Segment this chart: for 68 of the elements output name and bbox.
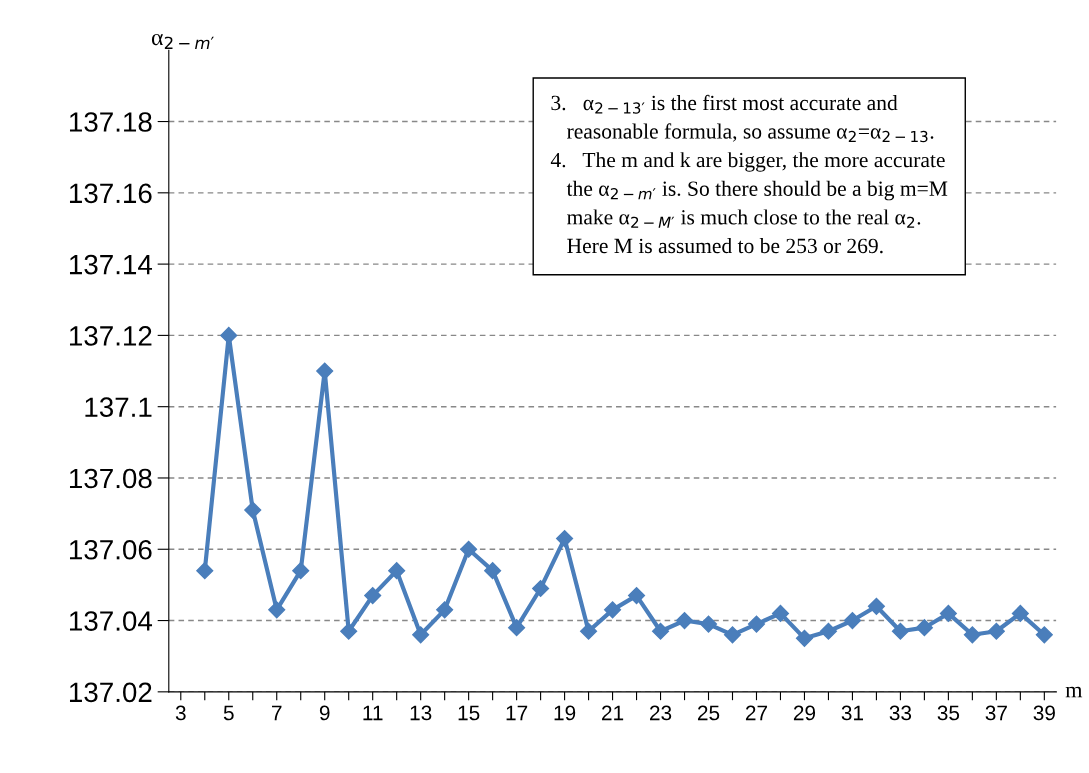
point xyxy=(939,604,957,622)
y-tick-label: 137.16 xyxy=(69,183,152,204)
point xyxy=(388,562,406,580)
x-tick-label: 37 xyxy=(985,705,1007,721)
point xyxy=(675,611,694,630)
y-tick-label: 137.08 xyxy=(69,468,152,489)
point xyxy=(915,619,933,637)
point xyxy=(268,601,286,619)
point xyxy=(412,626,430,644)
x-tick-label: 17 xyxy=(506,705,528,721)
x-tick-label: 25 xyxy=(697,705,720,721)
x-tick-label: 5 xyxy=(223,705,234,721)
x-axis-title: m xyxy=(1065,686,1083,698)
x-tick-label: 11 xyxy=(363,705,383,721)
x-tick-label: 23 xyxy=(650,705,672,721)
point xyxy=(747,615,766,633)
y-tick-label: 137.06 xyxy=(69,539,152,560)
x-tick-label: 21 xyxy=(602,705,624,721)
point xyxy=(196,562,214,580)
x-tick-label: 33 xyxy=(889,705,912,721)
y-tick-label: 137.04 xyxy=(69,611,153,631)
x-tick-label: 19 xyxy=(554,705,576,721)
point xyxy=(316,362,334,380)
point xyxy=(556,530,574,548)
point xyxy=(795,629,814,647)
annotation: 3. α$_{2−13′}$ is the first most accurate and reasonable formula, so assume α$_{2}$=α$_{2−13}$. xyxy=(551,94,934,143)
point xyxy=(843,611,861,630)
point xyxy=(1011,604,1029,622)
point xyxy=(819,622,838,640)
point xyxy=(220,326,238,344)
point xyxy=(580,622,598,640)
x-tick-label: 35 xyxy=(937,705,960,721)
x-tick-label: 7 xyxy=(272,705,282,721)
x-tick-label: 39 xyxy=(1033,705,1055,721)
text: 4. The m and k are bigger, the more accurate the α$_{2−m′}$ is. So there should be a big m=M make α$_{2−M′}$ is much close to the real α$_{2}$. Here M is assumed to be 253 or 269. xyxy=(550,152,948,254)
y-tick-label: 137.1 xyxy=(85,397,152,418)
point xyxy=(699,615,718,633)
x-tick-label: 27 xyxy=(745,705,768,721)
point xyxy=(364,587,382,605)
point xyxy=(651,622,670,640)
x-tick-label: 15 xyxy=(458,705,480,721)
x-tick-label: 29 xyxy=(793,705,816,721)
x-tick-label: 31 xyxy=(841,705,864,721)
point xyxy=(867,597,885,615)
point xyxy=(340,622,358,640)
point xyxy=(244,501,262,519)
x-tick-label: 9 xyxy=(319,705,330,721)
y-tick-label: 137.18 xyxy=(69,112,152,132)
point xyxy=(627,587,646,605)
point xyxy=(891,622,909,640)
point xyxy=(292,562,310,580)
point xyxy=(963,626,981,644)
point xyxy=(1035,626,1053,644)
x-tick-label: 3 xyxy=(175,705,186,721)
y-tick-label: 137.12 xyxy=(69,326,152,346)
point xyxy=(987,622,1005,640)
x-tick-label: 13 xyxy=(410,705,432,721)
point xyxy=(484,562,502,580)
y-axis-title: α$_{2−m′}$ xyxy=(151,33,214,49)
point xyxy=(723,626,742,644)
y-tick-label: 137.02 xyxy=(69,682,152,703)
point xyxy=(460,540,478,558)
y-tick-label: 137.14 xyxy=(69,254,153,275)
point xyxy=(604,601,622,619)
point xyxy=(771,604,790,622)
point xyxy=(436,601,454,619)
point xyxy=(532,579,550,598)
point xyxy=(508,619,526,637)
